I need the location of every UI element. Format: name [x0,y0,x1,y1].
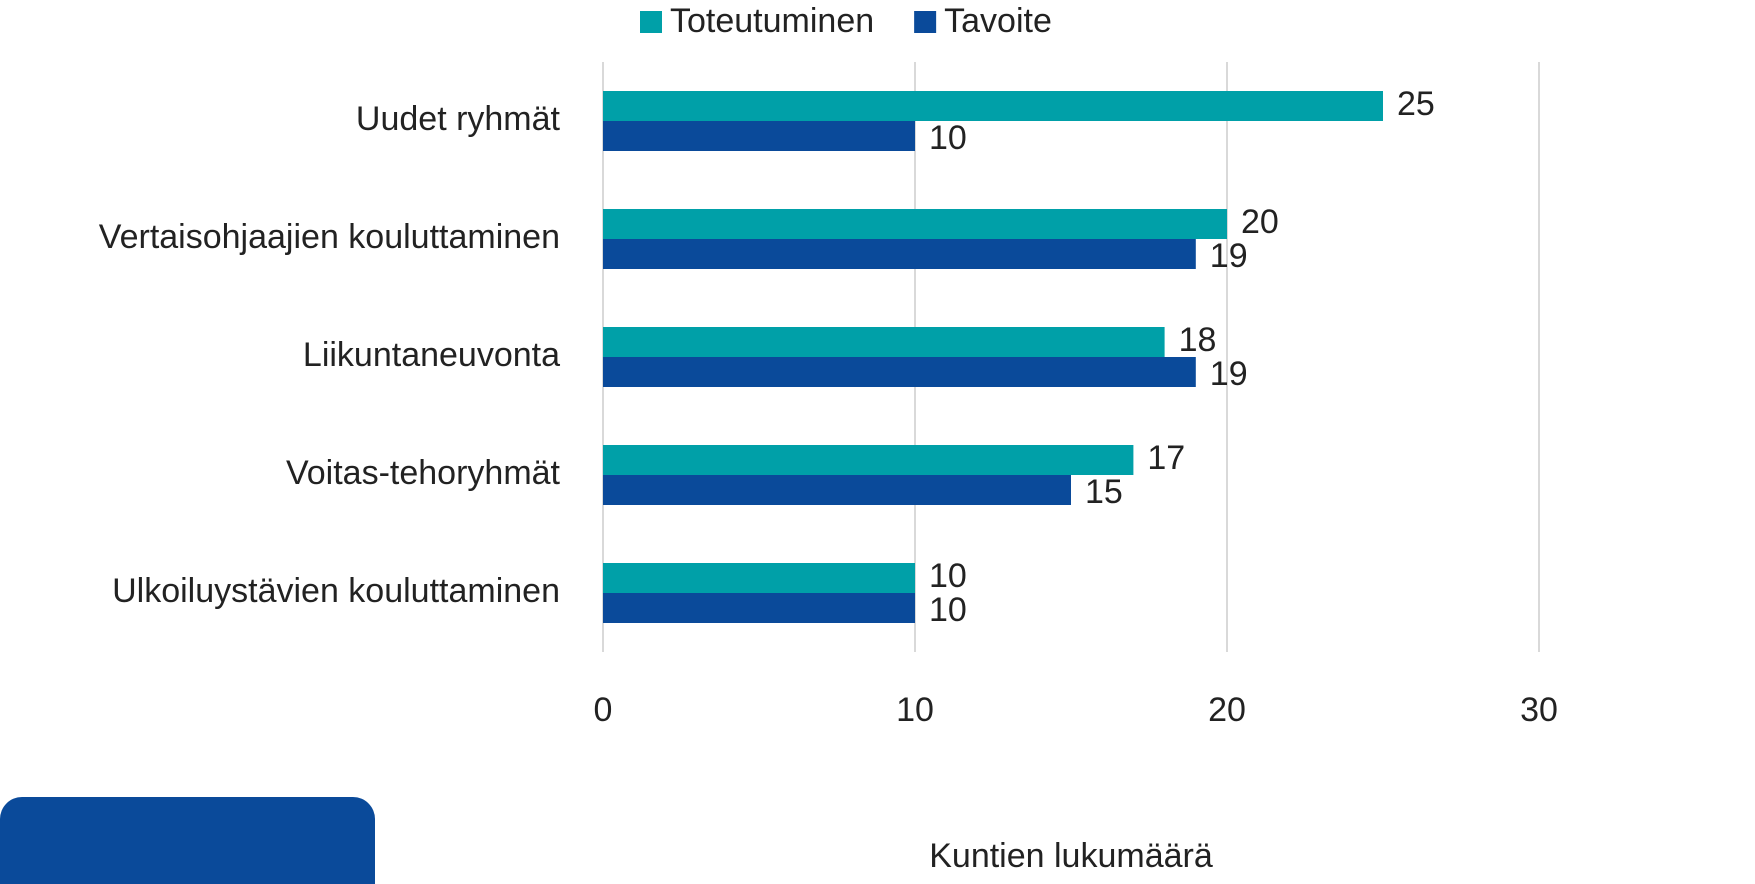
data-label: 18 [1179,321,1217,359]
y-tick-label: Voitas-tehoryhmät [286,454,561,492]
data-label: 15 [1085,473,1123,511]
bar [603,563,915,593]
bar [603,445,1134,475]
data-label: 25 [1397,85,1435,123]
legend-label: Toteutuminen [670,2,874,40]
bar [603,593,915,623]
legend-swatch [640,11,662,33]
data-label: 19 [1210,355,1248,393]
y-tick-label: Vertaisohjaajien kouluttaminen [99,218,560,256]
x-tick-label: 0 [594,691,613,729]
y-tick-label: Liikuntaneuvonta [303,336,560,374]
legend-swatch [914,11,937,33]
y-tick-label: Uudet ryhmät [356,100,561,138]
x-tick-label: 10 [896,691,934,729]
bar [603,475,1071,505]
legend-label: Tavoite [944,2,1052,40]
data-label: 17 [1147,439,1185,477]
data-label: 10 [929,591,967,629]
data-label: 10 [929,119,967,157]
bar [603,239,1196,269]
data-label: 10 [929,557,967,595]
bar [603,91,1383,121]
data-label: 19 [1210,237,1248,275]
decor-panel [0,797,375,884]
bar [603,209,1227,239]
x-tick-label: 30 [1520,691,1558,729]
y-tick-label: Ulkoiluystävien kouluttaminen [112,572,560,610]
bar [603,327,1165,357]
x-tick-label: 20 [1208,691,1246,729]
bar [603,357,1196,387]
bar [603,121,915,151]
data-label: 20 [1241,203,1279,241]
x-axis-label: Kuntien lukumäärä [929,837,1213,875]
